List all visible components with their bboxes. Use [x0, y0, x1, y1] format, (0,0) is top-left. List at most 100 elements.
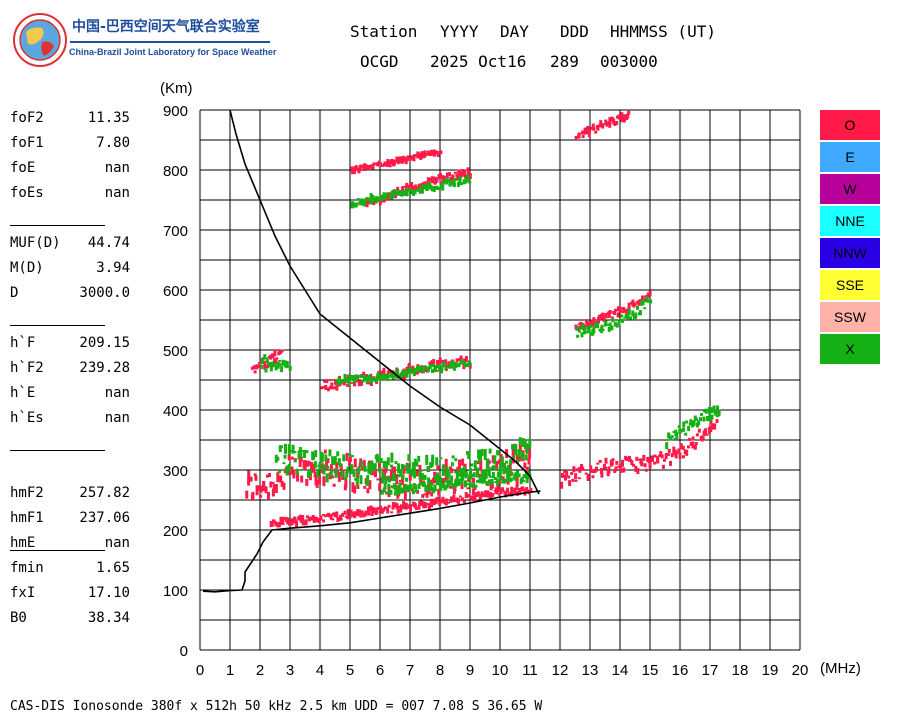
echo-mark-o: [508, 470, 512, 477]
echo-mark-o: [379, 162, 383, 165]
echo-mark-o: [591, 475, 595, 479]
legend-item-ssw: SSW: [820, 302, 880, 332]
echo-mark-o: [301, 521, 305, 526]
echo-mark-x: [512, 455, 516, 458]
echo-mark-o: [610, 316, 614, 319]
echo-mark-o: [600, 471, 604, 478]
echo-mark-o: [379, 505, 383, 513]
echo-mark-o: [395, 474, 399, 485]
echo-mark-o: [489, 491, 493, 499]
echo-mark-x: [366, 474, 370, 486]
param-name: B0: [10, 610, 27, 626]
echo-mark-o: [412, 187, 416, 191]
param-separator: [10, 225, 105, 226]
echo-mark-x: [393, 477, 397, 482]
echo-mark-o: [337, 471, 341, 482]
echo-mark-o: [247, 470, 251, 479]
echo-mark-o: [510, 486, 514, 494]
echo-mark-x: [525, 477, 529, 484]
echo-mark-o: [278, 350, 282, 355]
param-value: nan: [104, 410, 130, 426]
echo-mark-o: [387, 369, 391, 374]
echo-mark-x: [408, 188, 412, 192]
echo-mark-o: [498, 459, 502, 465]
echo-mark-o: [320, 463, 324, 474]
echo-mark-o: [441, 359, 445, 363]
legend-label: O: [844, 117, 856, 133]
echo-mark-o: [368, 480, 372, 490]
legend-item-sse: SSE: [820, 270, 880, 300]
echo-mark-o: [395, 156, 399, 163]
echo-mark-x: [430, 369, 434, 374]
echo-mark-o: [409, 504, 413, 512]
echo-mark-x: [418, 470, 422, 480]
echo-mark-x: [277, 469, 281, 474]
x-tick-label: 2: [256, 662, 264, 679]
echo-mark-o: [326, 458, 330, 464]
echo-mark-o: [410, 155, 414, 160]
echo-mark-x: [334, 379, 338, 382]
echo-mark-o: [634, 465, 638, 472]
echo-mark-x: [480, 448, 484, 456]
echo-mark-x: [367, 197, 371, 202]
echo-mark-o: [515, 487, 519, 491]
echo-mark-x: [584, 330, 588, 334]
echo-mark-o: [262, 481, 266, 492]
instrument-footer: CAS-DIS Ionosonde 380f x 512h 50 kHz 2.5…: [10, 699, 543, 714]
echo-mark-o: [417, 183, 421, 189]
echo-mark-o: [466, 487, 470, 490]
echo-mark-o: [570, 471, 574, 475]
echo-mark-x: [401, 370, 405, 374]
param-name: h`F: [10, 335, 36, 351]
echo-mark-o: [675, 450, 679, 454]
echo-mark-x: [392, 189, 396, 196]
echo-mark-o: [640, 461, 644, 467]
echo-mark-o: [436, 496, 440, 502]
echo-mark-o: [599, 120, 603, 128]
param-name: M(D): [10, 260, 44, 276]
echo-mark-o: [582, 468, 586, 471]
echo-mark-x: [491, 472, 495, 479]
echo-mark-x: [643, 307, 647, 310]
echo-mark-x: [390, 485, 394, 489]
echo-mark-o: [449, 176, 453, 184]
echo-mark-x: [474, 484, 478, 488]
echo-mark-o: [327, 512, 331, 516]
echo-mark-x: [466, 174, 470, 181]
echo-mark-x: [379, 458, 383, 464]
echo-mark-x: [413, 368, 417, 373]
echo-mark-x: [300, 468, 304, 471]
y-axis-label: (Km): [160, 80, 193, 97]
echo-mark-x: [446, 480, 450, 488]
echo-mark-x: [454, 482, 458, 486]
echo-mark-o: [701, 437, 705, 441]
echo-mark-o: [571, 478, 575, 482]
echo-mark-x: [351, 455, 355, 458]
echo-mark-x: [614, 321, 618, 327]
echo-mark-x: [293, 450, 297, 453]
echo-mark-x: [435, 472, 439, 482]
echo-mark-o: [251, 491, 255, 501]
echo-mark-x: [466, 483, 470, 486]
echo-mark-x: [403, 191, 407, 196]
echo-mark-o: [370, 510, 374, 516]
echo-mark-o: [282, 516, 286, 520]
echo-mark-o: [351, 482, 355, 493]
echo-mark-x: [411, 490, 415, 495]
echo-mark-o: [484, 490, 488, 496]
echo-mark-x: [682, 421, 686, 428]
echo-mark-o: [256, 364, 260, 369]
echo-mark-o: [319, 516, 323, 519]
echo-mark-x: [265, 357, 269, 363]
echo-mark-x: [487, 467, 491, 477]
echo-mark-x: [463, 364, 467, 368]
echo-mark-x: [645, 296, 649, 301]
echo-mark-o: [424, 367, 428, 372]
echo-mark-o: [618, 464, 622, 470]
echo-mark-x: [471, 485, 475, 489]
echo-mark-x: [437, 363, 441, 369]
echo-mark-x: [589, 331, 593, 336]
echo-mark-x: [413, 190, 417, 195]
echo-mark-x: [407, 368, 411, 375]
echo-mark-x: [316, 468, 320, 478]
